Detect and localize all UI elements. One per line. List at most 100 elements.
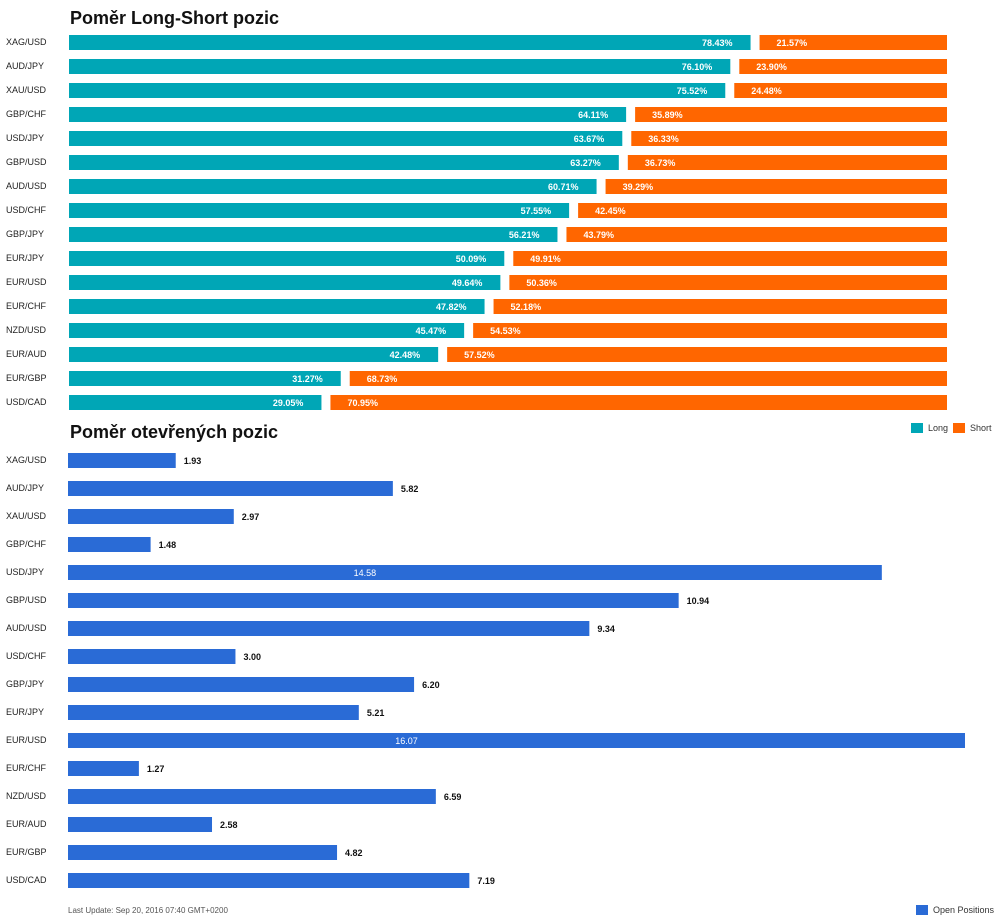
open-category-label-eur-usd: EUR/USD [6, 735, 47, 745]
category-label-usd-cad: USD/CAD [6, 397, 47, 407]
open-category-label-usd-jpy: USD/JPY [6, 567, 44, 577]
category-label-aud-usd: AUD/USD [6, 181, 47, 191]
data-label-long-xau-usd: 75.52% [677, 86, 708, 96]
open-category-label-xau-usd: XAU/USD [6, 511, 47, 521]
bar-open-xau-usd [68, 509, 234, 524]
data-label-long-gbp-usd: 63.27% [570, 158, 601, 168]
data-label-open-eur-aud: 2.58 [220, 820, 238, 830]
legend-open-label: Open Positions [933, 905, 995, 915]
bar-open-nzd-usd [68, 789, 436, 804]
bar-open-eur-aud [68, 817, 213, 832]
legend-open-positions: Open Positions [916, 905, 994, 915]
category-label-xag-usd: XAG/USD [6, 37, 47, 47]
open-category-label-eur-gbp: EUR/GBP [6, 847, 47, 857]
data-label-open-eur-usd: 16.07 [395, 736, 418, 746]
bar-short-gbp-jpy [566, 227, 947, 242]
data-label-long-gbp-jpy: 56.21% [509, 230, 540, 240]
long-short-chart-title: Poměr Long-Short pozic [70, 8, 279, 28]
category-label-gbp-usd: GBP/USD [6, 157, 47, 167]
category-label-eur-jpy: EUR/JPY [6, 253, 44, 263]
data-label-open-gbp-jpy: 6.20 [422, 680, 440, 690]
bar-short-xau-usd [734, 83, 947, 98]
bar-long-eur-gbp [69, 371, 341, 386]
bar-long-usd-cad [69, 395, 322, 410]
data-label-open-xau-usd: 2.97 [242, 512, 260, 522]
bar-short-gbp-chf [635, 107, 947, 122]
data-label-short-usd-chf: 42.45% [595, 206, 626, 216]
data-label-open-gbp-chf: 1.48 [159, 540, 177, 550]
bar-short-xag-usd [759, 35, 947, 50]
data-label-long-eur-gbp: 31.27% [292, 374, 323, 384]
category-label-eur-usd: EUR/USD [6, 277, 47, 287]
open-category-label-gbp-chf: GBP/CHF [6, 539, 47, 549]
bar-long-eur-chf [69, 299, 485, 314]
data-label-open-eur-gbp: 4.82 [345, 848, 363, 858]
bar-short-gbp-usd [627, 155, 947, 170]
data-label-long-usd-cad: 29.05% [273, 398, 304, 408]
data-label-short-xau-usd: 24.48% [751, 86, 782, 96]
bar-long-eur-usd [69, 275, 501, 290]
data-label-open-aud-usd: 9.34 [597, 624, 615, 634]
data-label-long-aud-jpy: 76.10% [682, 62, 713, 72]
bar-open-usd-cad [68, 873, 470, 888]
bar-short-eur-gbp [349, 371, 947, 386]
legend-long: Long [911, 423, 948, 433]
open-category-label-eur-jpy: EUR/JPY [6, 707, 44, 717]
data-label-short-aud-jpy: 23.90% [756, 62, 787, 72]
data-label-long-aud-usd: 60.71% [548, 182, 579, 192]
category-label-eur-gbp: EUR/GBP [6, 373, 47, 383]
bar-long-usd-chf [69, 203, 570, 218]
open-category-label-eur-aud: EUR/AUD [6, 819, 47, 829]
bar-short-eur-jpy [513, 251, 947, 266]
bar-short-nzd-usd [473, 323, 947, 338]
open-category-label-usd-cad: USD/CAD [6, 875, 47, 885]
category-label-nzd-usd: NZD/USD [6, 325, 46, 335]
bar-long-eur-jpy [69, 251, 505, 266]
bar-open-usd-chf [68, 649, 236, 664]
open-category-label-eur-chf: EUR/CHF [6, 763, 47, 773]
category-label-eur-chf: EUR/CHF [6, 301, 47, 311]
data-label-open-eur-chf: 1.27 [147, 764, 165, 774]
open-category-label-gbp-jpy: GBP/JPY [6, 679, 44, 689]
bar-short-eur-chf [493, 299, 947, 314]
bar-open-aud-jpy [68, 481, 393, 496]
data-label-short-nzd-usd: 54.53% [490, 326, 521, 336]
bar-open-gbp-jpy [68, 677, 415, 692]
data-label-long-eur-chf: 47.82% [436, 302, 467, 312]
category-label-gbp-jpy: GBP/JPY [6, 229, 44, 239]
bar-short-eur-aud [447, 347, 947, 362]
category-label-gbp-chf: GBP/CHF [6, 109, 47, 119]
data-label-short-eur-jpy: 49.91% [530, 254, 561, 264]
data-label-long-usd-chf: 57.55% [521, 206, 552, 216]
category-label-eur-aud: EUR/AUD [6, 349, 47, 359]
data-label-short-usd-cad: 70.95% [347, 398, 378, 408]
bar-long-gbp-usd [69, 155, 619, 170]
data-label-open-usd-jpy: 14.58 [354, 568, 377, 578]
open-category-label-nzd-usd: NZD/USD [6, 791, 46, 801]
bar-open-gbp-usd [68, 593, 679, 608]
bar-long-eur-aud [69, 347, 439, 362]
data-label-short-xag-usd: 21.57% [777, 38, 808, 48]
data-label-open-gbp-usd: 10.94 [687, 596, 710, 606]
bar-short-aud-usd [605, 179, 947, 194]
bar-open-aud-usd [68, 621, 590, 636]
open-category-label-aud-usd: AUD/USD [6, 623, 47, 633]
bar-long-xau-usd [69, 83, 726, 98]
data-label-short-eur-usd: 50.36% [526, 278, 557, 288]
bar-open-eur-gbp [68, 845, 338, 860]
bar-short-usd-cad [330, 395, 948, 410]
data-label-long-xag-usd: 78.43% [702, 38, 733, 48]
data-label-short-aud-usd: 39.29% [623, 182, 654, 192]
data-label-short-gbp-chf: 35.89% [652, 110, 683, 120]
open-category-label-gbp-usd: GBP/USD [6, 595, 47, 605]
bar-long-gbp-jpy [69, 227, 558, 242]
bar-open-eur-usd [68, 733, 965, 748]
open-category-label-aud-jpy: AUD/JPY [6, 483, 44, 493]
data-label-short-gbp-usd: 36.73% [645, 158, 676, 168]
bar-long-usd-jpy [69, 131, 623, 146]
legend-short-swatch [953, 423, 965, 433]
bar-short-eur-usd [509, 275, 947, 290]
data-label-open-xag-usd: 1.93 [184, 456, 202, 466]
bar-long-xag-usd [69, 35, 751, 50]
bar-long-aud-jpy [69, 59, 731, 74]
